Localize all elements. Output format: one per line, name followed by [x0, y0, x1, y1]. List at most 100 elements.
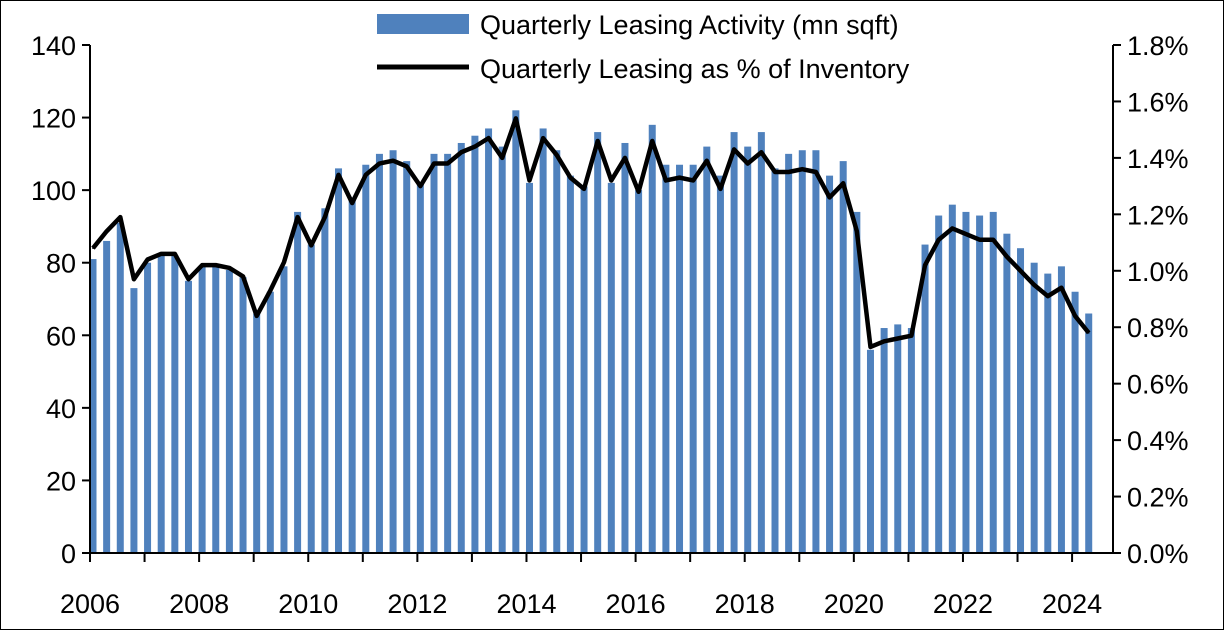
- line-point: [624, 157, 626, 159]
- bar: [525, 182, 533, 553]
- left-tick-label: 120: [31, 104, 76, 134]
- line-point: [1060, 286, 1063, 289]
- bar: [1085, 313, 1093, 553]
- bar: [144, 262, 152, 553]
- bar: [948, 204, 956, 553]
- bar: [662, 164, 670, 554]
- bar: [935, 215, 943, 554]
- bar: [335, 168, 343, 553]
- bar: [321, 208, 329, 554]
- bar: [866, 349, 874, 553]
- bar: [907, 328, 915, 553]
- line-point: [665, 179, 667, 182]
- left-tick-label: 140: [31, 31, 76, 61]
- bar: [280, 266, 288, 553]
- legend-label-line: Quarterly Leasing as % of Inventory: [480, 54, 910, 84]
- line-point: [883, 340, 885, 343]
- line-series: [91, 116, 1091, 350]
- bar: [539, 128, 547, 553]
- bar: [757, 132, 765, 553]
- line-point: [337, 174, 340, 176]
- line-point: [351, 202, 353, 204]
- line-point: [433, 162, 435, 165]
- left-tick-label: 20: [46, 466, 76, 496]
- bar: [771, 168, 779, 553]
- x-tick-label: 2018: [715, 589, 775, 619]
- bar: [266, 291, 274, 553]
- bar: [198, 266, 206, 553]
- line-point: [187, 278, 190, 281]
- bar: [566, 175, 574, 553]
- bar: [253, 313, 261, 553]
- line-point: [706, 159, 708, 162]
- bar: [607, 182, 615, 553]
- line-point: [283, 261, 285, 264]
- line-point: [951, 227, 954, 230]
- bar: [594, 132, 602, 553]
- bar: [512, 110, 520, 553]
- bar: [225, 269, 233, 553]
- line-point: [828, 196, 831, 199]
- bar: [580, 186, 588, 553]
- bar: [430, 153, 438, 554]
- line-point: [296, 216, 299, 218]
- bar: [1017, 248, 1025, 553]
- bar: [1044, 273, 1052, 553]
- x-tick-label: 2008: [169, 589, 229, 619]
- line-point: [733, 148, 735, 151]
- left-tick-label: 0: [61, 539, 76, 569]
- line-point: [719, 188, 722, 190]
- line-point: [174, 253, 176, 255]
- line-point: [119, 216, 122, 218]
- x-tick-label: 2014: [496, 589, 556, 619]
- right-tick-label: 1.4%: [1127, 144, 1189, 174]
- left-tick-label: 40: [46, 394, 76, 424]
- right-tick-label: 1.0%: [1127, 257, 1189, 287]
- left-tick-label: 60: [46, 321, 76, 351]
- right-tick-label: 0.0%: [1127, 539, 1189, 569]
- line-point: [542, 137, 544, 139]
- bar: [307, 244, 315, 553]
- x-tick-label: 2024: [1042, 589, 1102, 619]
- bar: [785, 153, 793, 554]
- bar: [171, 255, 179, 553]
- bar: [348, 197, 356, 553]
- x-tick-label: 2012: [387, 589, 447, 619]
- line-point: [528, 179, 531, 182]
- line-point: [760, 151, 763, 154]
- line-point: [269, 289, 272, 292]
- line-point: [842, 182, 844, 185]
- line-point: [446, 162, 449, 165]
- line-point: [856, 230, 858, 233]
- bar: [839, 161, 847, 554]
- bar: [880, 328, 888, 553]
- line-point: [978, 238, 981, 241]
- bar: [362, 164, 370, 554]
- bar: [716, 175, 724, 553]
- right-tick-label: 0.8%: [1127, 313, 1189, 343]
- line-point: [487, 137, 490, 139]
- line-point: [924, 264, 926, 266]
- line-point: [160, 253, 162, 255]
- line-point: [515, 117, 517, 120]
- bar: [962, 211, 970, 553]
- line-point: [1033, 284, 1035, 286]
- bar: [403, 161, 411, 554]
- x-tick-label: 2022: [933, 589, 993, 619]
- line-point: [324, 216, 326, 218]
- right-tick-label: 1.8%: [1127, 31, 1189, 61]
- line-point: [378, 162, 381, 165]
- line-point: [405, 165, 408, 168]
- bar: [89, 259, 97, 553]
- bar: [444, 153, 452, 554]
- line-point: [392, 159, 394, 162]
- legend-label-bars: Quarterly Leasing Activity (mn sqft): [480, 10, 899, 40]
- legend: Quarterly Leasing Activity (mn sqft) Qua…: [377, 10, 910, 84]
- line-point: [569, 176, 572, 179]
- bar: [389, 150, 397, 554]
- line-point: [501, 157, 504, 159]
- line-point: [910, 334, 913, 337]
- x-tick-label: 2006: [60, 589, 120, 619]
- line-point: [1087, 332, 1090, 334]
